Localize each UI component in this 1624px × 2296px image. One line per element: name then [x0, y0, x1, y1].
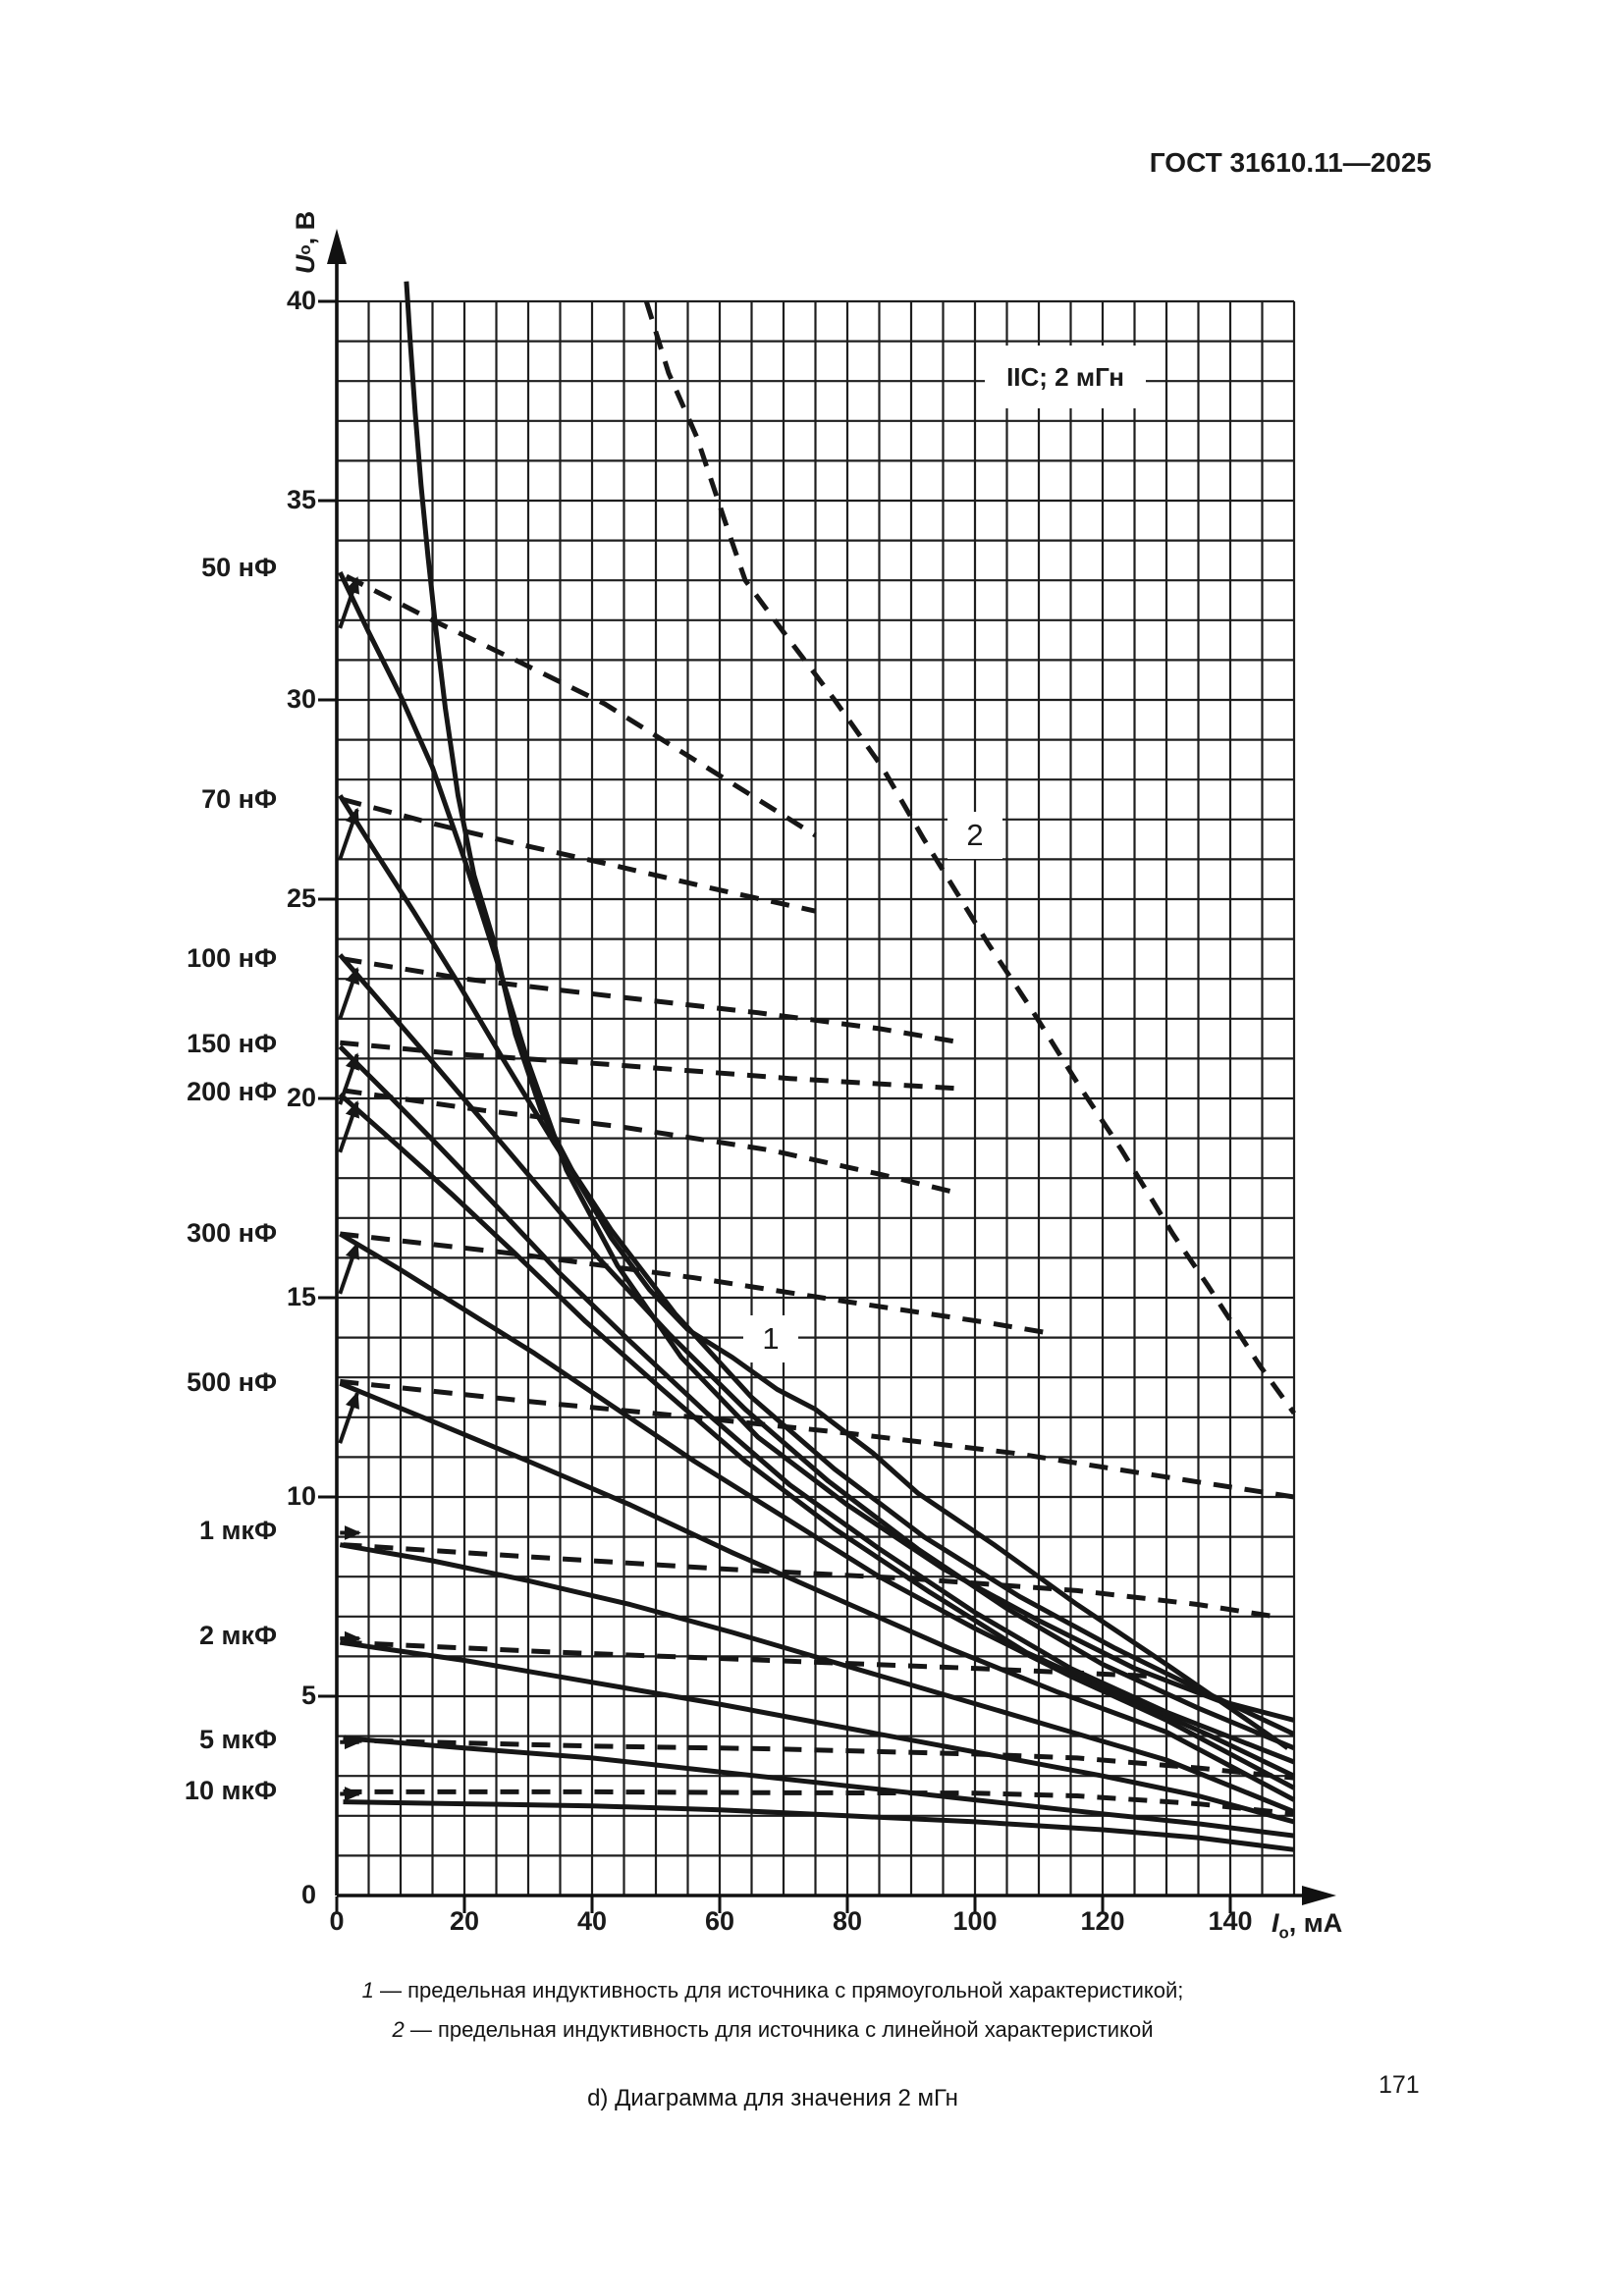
figure-legend: 1 — предельная индуктивность для источни… — [252, 1971, 1293, 2050]
y-axis-arrow-icon — [327, 229, 347, 264]
legend-line-2: 2 — предельная индуктивность для источни… — [252, 2010, 1293, 2050]
curve-limit-linear-2 — [643, 300, 1297, 1415]
curve-linear-300нФ — [340, 1231, 1053, 1336]
curve-rectangular-10мкФ — [343, 1799, 1295, 1852]
condition-label-box: IIC; 2 мГн — [985, 346, 1146, 408]
curve-1-number: 1 — [762, 1321, 780, 1356]
curve-linear-5мкФ — [343, 1737, 1295, 1781]
legend-num-2: 2 — [392, 2017, 405, 2042]
curve-linear-200нФ — [343, 1088, 963, 1197]
curve-rectangular-300нФ — [339, 1231, 1296, 1790]
curve-linear-10мкФ — [343, 1789, 1295, 1817]
curve-rectangular-70нФ — [338, 794, 1296, 1736]
curve-linear-50нФ — [345, 573, 817, 838]
curve-rectangular-100нФ — [338, 953, 1295, 1751]
capacitance-leader-arrow — [338, 967, 359, 1020]
curve-rectangular-500нФ — [339, 1380, 1296, 1802]
capacitance-leader-arrow — [338, 807, 359, 861]
legend-text-2: — предельная индуктивность для источника… — [409, 2017, 1154, 2042]
capacitance-leader-arrow — [338, 1100, 359, 1153]
curve-linear-70нФ — [342, 797, 817, 914]
curve-rectangular-1мкФ — [339, 1542, 1295, 1815]
curve-linear-100нФ — [343, 956, 963, 1045]
page-number: 171 — [1379, 2071, 1420, 2099]
capacitance-leader-arrow — [338, 1242, 359, 1295]
figure-subcaption: d) Диаграмма для значения 2 мГн — [587, 2085, 958, 2111]
capacitance-leader-arrow — [338, 1052, 359, 1105]
legend-line-1: 1 — предельная индуктивность для источни… — [252, 1971, 1293, 2010]
legend-num-1: 1 — [361, 1978, 374, 2002]
condition-label: IIC; 2 мГн — [1006, 361, 1124, 392]
curve-linear-1мкФ — [343, 1542, 1275, 1620]
y-axis-symbol: U — [290, 254, 320, 275]
x-axis-subscript: o — [1278, 1923, 1289, 1943]
curve-rectangular-200нФ — [338, 1093, 1296, 1779]
curve-rectangular-50нФ — [338, 571, 1295, 1723]
x-axis-unit: , мА — [1288, 1908, 1343, 1938]
x-axis-arrow-icon — [1302, 1886, 1336, 1905]
y-axis-subscript: o — [296, 244, 314, 255]
x-axis-title: Io, мА — [1272, 1908, 1342, 1943]
x-axis-symbol: I — [1272, 1908, 1279, 1938]
capacitance-leader-arrow — [338, 1391, 359, 1444]
capacitance-leader-arrow — [338, 576, 359, 629]
chart-grid — [335, 299, 1296, 1897]
curve-rectangular-2мкФ — [339, 1639, 1295, 1825]
y-axis-unit: , В — [290, 210, 320, 245]
chart-curves — [338, 281, 1297, 1852]
curve-2-label: 2 — [947, 812, 1002, 859]
curve-rectangular-150нФ — [338, 1044, 1295, 1765]
curve-1-label: 1 — [743, 1315, 798, 1362]
chart-axes — [318, 229, 1336, 1913]
curve-rectangular-5мкФ — [343, 1735, 1295, 1839]
label-leader-arrows — [338, 576, 361, 1801]
curve-limit-rectangular-1 — [404, 281, 1289, 1750]
standard-number-header: ГОСТ 31610.11—2025 — [1149, 147, 1432, 178]
curve-linear-150нФ — [340, 1040, 956, 1092]
curve-2-number: 2 — [966, 818, 984, 852]
legend-text-1: — предельная индуктивность для источника… — [379, 1978, 1184, 2002]
curve-linear-2мкФ — [343, 1639, 1155, 1680]
